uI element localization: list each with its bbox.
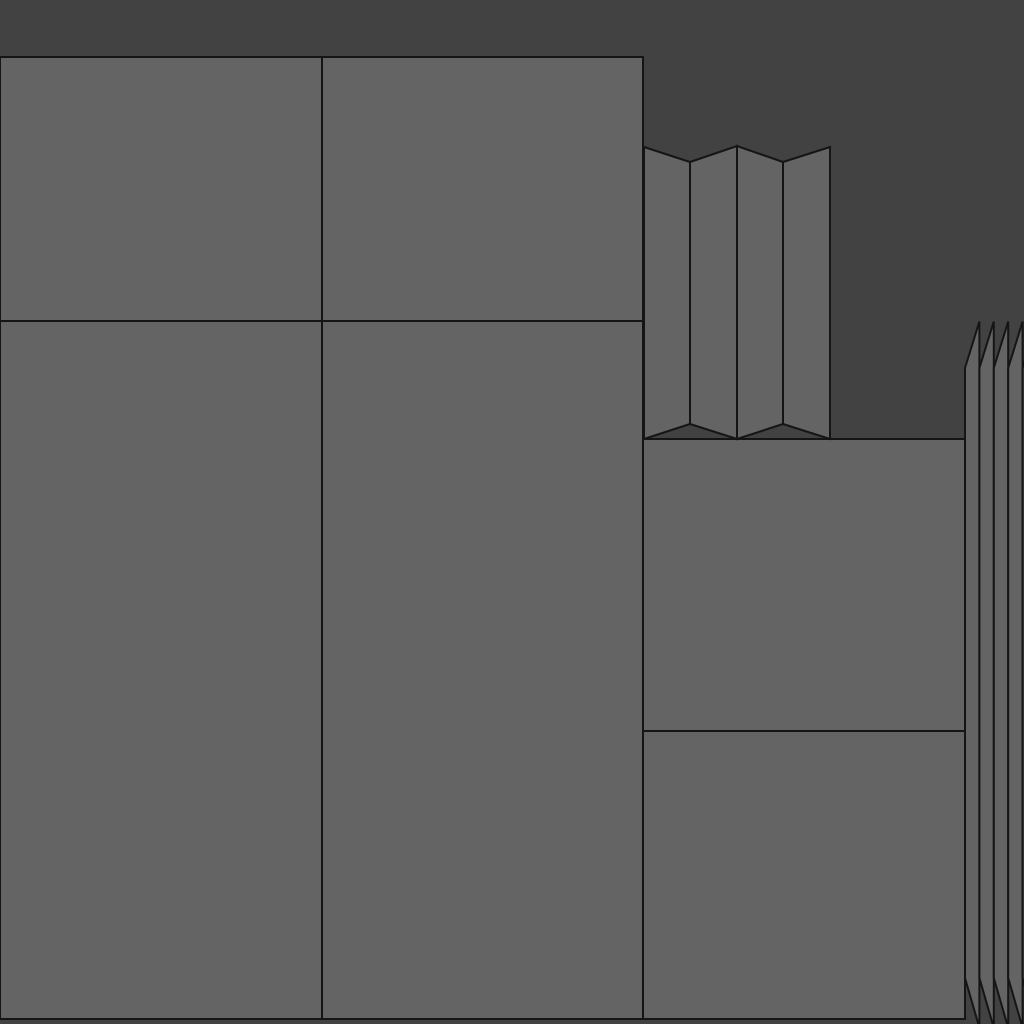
fold-panel-1[interactable] — [643, 145, 691, 441]
fold-panel-3[interactable] — [736, 144, 784, 441]
fold-panel-2[interactable] — [689, 144, 738, 441]
paper-tile-bottom-left[interactable] — [0, 320, 323, 1020]
page-edge-strip-2[interactable] — [978, 321, 995, 1024]
paper-tile-right-lower[interactable] — [642, 730, 966, 1020]
page-edge-strip-1[interactable] — [964, 321, 981, 1024]
paper-tile-bottom-center[interactable] — [321, 320, 644, 1020]
fold-panel-4[interactable] — [782, 145, 831, 441]
paper-tile-right-upper[interactable] — [642, 438, 966, 732]
accordion-fold — [643, 144, 831, 441]
paper-tile-grid — [0, 56, 966, 1020]
page-edge-strip-4[interactable] — [1007, 321, 1024, 1024]
page-edge-fan — [964, 321, 1024, 1024]
paper-tile-top-center[interactable] — [321, 56, 644, 322]
paper-tile-top-left[interactable] — [0, 56, 323, 322]
page-edge-strip-3[interactable] — [992, 321, 1010, 1024]
